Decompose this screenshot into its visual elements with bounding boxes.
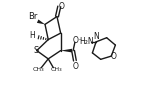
Polygon shape [61,49,72,52]
Text: S: S [34,46,39,55]
Text: O: O [59,2,65,11]
Text: CH₃: CH₃ [51,67,62,72]
Text: N: N [93,32,99,41]
Text: O: O [72,62,78,71]
Text: H: H [29,31,35,40]
Polygon shape [37,20,45,24]
Text: O⁻: O⁻ [73,36,82,45]
Text: O: O [111,52,117,61]
Text: CH₃: CH₃ [33,67,44,72]
Text: H₂N: H₂N [79,37,94,46]
Text: Br: Br [28,12,38,21]
